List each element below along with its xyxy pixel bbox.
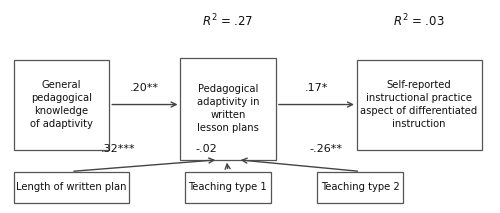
FancyBboxPatch shape (318, 171, 403, 203)
Text: Self-reported
instructional practice
aspect of differentiated
instruction: Self-reported instructional practice asp… (360, 80, 478, 129)
FancyBboxPatch shape (14, 60, 109, 150)
Text: Teaching type 2: Teaching type 2 (321, 182, 400, 192)
Text: .20**: .20** (130, 83, 159, 93)
FancyBboxPatch shape (356, 60, 482, 150)
Text: $\mathit{R}^2$ = .27: $\mathit{R}^2$ = .27 (202, 13, 254, 29)
FancyBboxPatch shape (180, 58, 276, 160)
Text: Teaching type 1: Teaching type 1 (188, 182, 268, 192)
Text: $\mathit{R}^2$ = .03: $\mathit{R}^2$ = .03 (393, 13, 445, 29)
Text: Length of written plan: Length of written plan (16, 182, 126, 192)
FancyBboxPatch shape (185, 171, 271, 203)
Text: Pedagogical
adaptivity in
written
lesson plans: Pedagogical adaptivity in written lesson… (196, 84, 259, 133)
Text: .32***: .32*** (100, 144, 135, 154)
Text: .17*: .17* (304, 83, 328, 93)
Text: -.26**: -.26** (310, 144, 342, 154)
Text: General
pedagogical
knowledge
of adaptivity: General pedagogical knowledge of adaptiv… (30, 80, 93, 129)
FancyBboxPatch shape (14, 171, 128, 203)
Text: -.02: -.02 (195, 144, 217, 154)
